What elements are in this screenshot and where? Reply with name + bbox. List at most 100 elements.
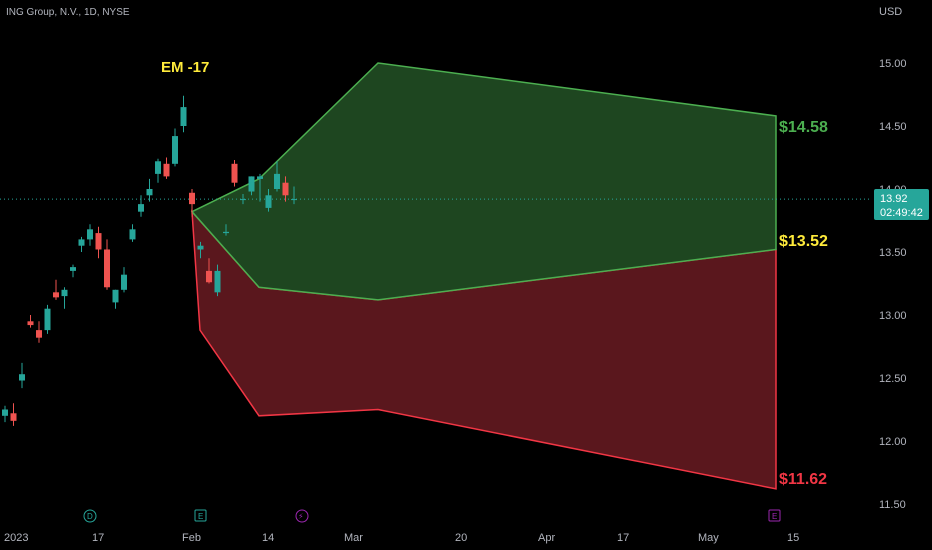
candle	[61, 287, 68, 309]
candle	[2, 405, 8, 423]
candle-body	[231, 163, 238, 183]
candles	[2, 95, 297, 426]
candle	[155, 158, 161, 183]
candle	[53, 279, 59, 300]
y-tick: 11.50	[879, 499, 906, 511]
candle-body	[95, 233, 102, 250]
candle-body	[27, 321, 34, 326]
dividend-marker-icon[interactable]: D	[83, 509, 97, 523]
candle-body	[70, 267, 76, 271]
candle	[78, 236, 85, 252]
candle-body	[2, 409, 8, 416]
candle-body	[44, 308, 51, 331]
expected-move-zones	[190, 62, 777, 490]
y-tick: 13.00	[879, 310, 907, 322]
candle	[265, 189, 272, 212]
candle	[70, 264, 76, 278]
candle-body	[146, 189, 153, 196]
bar-countdown: 02:49:42	[880, 207, 923, 219]
last-price-value: 13.92	[880, 193, 908, 205]
candle	[112, 289, 119, 309]
candle	[36, 321, 42, 343]
candle	[138, 195, 144, 217]
candle-body	[197, 245, 204, 250]
candle	[146, 178, 153, 202]
level-label-mid: $13.52	[779, 233, 828, 250]
price-axis[interactable]: USD 15.0014.5014.0013.5013.0012.5012.001…	[874, 6, 929, 511]
candle-body	[138, 204, 144, 212]
candle-body	[291, 199, 297, 201]
candle	[19, 362, 25, 389]
x-tick: 20	[455, 532, 467, 544]
x-tick: Mar	[344, 532, 363, 544]
candle-body	[87, 229, 93, 240]
candle-body	[223, 231, 229, 234]
candle-body	[53, 292, 59, 298]
y-tick: 15.00	[879, 58, 907, 70]
candle	[27, 315, 34, 328]
candle	[104, 239, 110, 290]
candle	[44, 304, 51, 334]
candle-body	[240, 199, 246, 201]
candle	[231, 160, 238, 187]
y-tick: 12.50	[879, 373, 907, 385]
candle-body	[214, 270, 221, 293]
earnings-marker-icon[interactable]: E	[194, 509, 207, 522]
candle	[121, 267, 127, 293]
event-markers[interactable]: D E ⚡ E	[83, 509, 781, 523]
x-tick: 17	[617, 532, 629, 544]
candle-body	[257, 176, 263, 179]
candle-body	[10, 413, 17, 421]
candle-body	[282, 182, 289, 196]
candle	[189, 189, 195, 217]
svg-text:E: E	[772, 512, 777, 521]
candle-body	[78, 239, 85, 246]
candle	[180, 95, 187, 133]
candle-body	[36, 330, 42, 338]
candle-body	[112, 289, 119, 303]
candle-body	[265, 195, 272, 208]
level-label-upper: $14.58	[779, 119, 828, 136]
candle-body	[121, 274, 127, 290]
candle-body	[274, 173, 280, 189]
em-annotation: EM -17	[161, 59, 209, 76]
candle	[214, 264, 221, 297]
svg-text:⚡: ⚡	[298, 512, 304, 521]
candle-body	[248, 176, 255, 192]
candle	[248, 176, 255, 196]
y-tick: 12.00	[879, 436, 907, 448]
x-tick: May	[698, 532, 719, 544]
candle-body	[189, 192, 195, 205]
candle	[163, 157, 170, 179]
candle	[274, 161, 280, 192]
x-tick: 17	[92, 532, 104, 544]
svg-text:D: D	[87, 512, 93, 521]
candle	[223, 224, 229, 236]
symbol-title: ING Group, N.V., 1D, NYSE	[6, 7, 130, 18]
candle	[240, 194, 246, 205]
y-tick: 13.50	[879, 247, 907, 259]
split-marker-icon[interactable]: ⚡	[295, 509, 309, 523]
x-tick: 15	[787, 532, 799, 544]
x-tick: 2023	[4, 532, 28, 544]
candle	[95, 226, 102, 259]
candle-body	[163, 163, 170, 177]
y-tick: 14.50	[879, 121, 907, 133]
x-tick: 14	[262, 532, 274, 544]
time-axis[interactable]: 2023 17 Feb 14 Mar 20 Apr 17 May 15	[4, 532, 799, 544]
green-zone	[190, 62, 777, 301]
candle	[172, 128, 178, 167]
candle	[257, 173, 263, 202]
last-price-tag: 13.92 02:49:42	[874, 189, 929, 220]
candle-body	[206, 270, 212, 283]
candle	[197, 241, 204, 259]
candle	[87, 224, 93, 246]
candle	[206, 258, 212, 284]
x-tick: Apr	[538, 532, 555, 544]
candle	[129, 224, 136, 242]
svg-text:E: E	[198, 512, 203, 521]
earnings-marker-icon[interactable]: E	[768, 509, 781, 522]
candle-body	[172, 136, 178, 164]
candle-body	[61, 289, 68, 297]
